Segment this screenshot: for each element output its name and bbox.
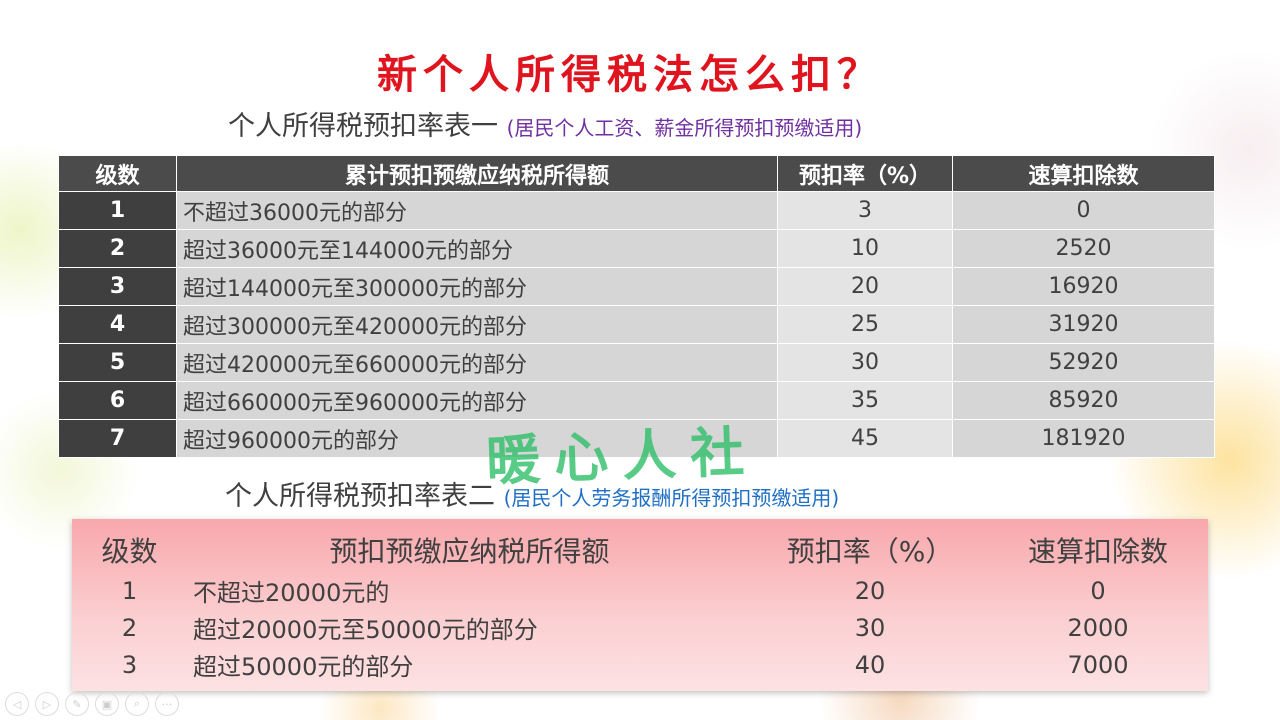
table2-heading: 个人所得税预扣率表二 (居民个人劳务报酬所得预扣预缴适用): [225, 474, 839, 513]
next-icon[interactable]: ▷: [35, 692, 59, 716]
level-cell: 1: [121, 576, 138, 605]
table-row: 2 超过20000元至50000元的部分 30 2000: [72, 609, 1208, 646]
rate-cell: 20: [777, 267, 953, 306]
quick-deduction-cell: 2520: [952, 229, 1215, 268]
quick-deduction-cell: 31920: [952, 305, 1215, 344]
table1-note: (居民个人工资、薪金所得预扣预缴适用): [506, 116, 863, 140]
level-cell: 4: [58, 305, 177, 344]
header-cell: 级数: [58, 155, 177, 192]
rate-cell: 30: [854, 613, 886, 642]
table2-title: 个人所得税预扣率表二: [225, 481, 495, 512]
header-cell: 预扣率（%）: [786, 535, 954, 568]
income-range-cell: 超过660000元至960000元的部分: [176, 381, 778, 420]
quick-deduction-cell: 181920: [952, 419, 1215, 458]
zoom-icon[interactable]: ⌕: [125, 692, 149, 716]
previous-icon[interactable]: ◁: [5, 692, 29, 716]
slide-title: 新个人所得税法怎么扣？: [377, 51, 883, 98]
more-icon[interactable]: ···: [155, 692, 179, 716]
quick-deduction-cell: 52920: [952, 343, 1215, 382]
table-row: 6 超过660000元至960000元的部分 35 85920: [58, 381, 1215, 420]
pen-icon[interactable]: ✎: [65, 692, 89, 716]
rate-cell: 40: [854, 650, 886, 679]
header-cell: 预扣率（%）: [777, 155, 953, 192]
table-row: 1 不超过20000元的 20 0: [72, 572, 1208, 609]
income-range-cell: 不超过20000元的: [193, 579, 390, 607]
quick-deduction-cell: 16920: [952, 267, 1215, 306]
quick-deduction-cell: 0: [952, 191, 1215, 230]
table-row: 3 超过144000元至300000元的部分 20 16920: [58, 267, 1215, 306]
level-cell: 3: [121, 650, 138, 679]
level-cell: 1: [58, 191, 177, 230]
table-row: 2 超过36000元至144000元的部分 10 2520: [58, 229, 1215, 268]
withholding-rate-table-1: 级数 累计预扣预缴应纳税所得额 预扣率（%） 速算扣除数 1 不超过36000元的…: [58, 155, 1215, 458]
table-header-row: 级数 预扣预缴应纳税所得额 预扣率（%） 速算扣除数: [72, 528, 1208, 572]
quick-deduction-cell: 85920: [952, 381, 1215, 420]
level-cell: 2: [58, 229, 177, 268]
table-row: 4 超过300000元至420000元的部分 25 31920: [58, 305, 1215, 344]
level-cell: 3: [58, 267, 177, 306]
quick-deduction-cell: 2000: [1067, 613, 1129, 642]
header-cell: 累计预扣预缴应纳税所得额: [176, 155, 778, 192]
rate-cell: 25: [777, 305, 953, 344]
rate-cell: 20: [854, 576, 886, 605]
income-range-cell: 超过420000元至660000元的部分: [176, 343, 778, 382]
table2-note: (居民个人劳务报酬所得预扣预缴适用): [503, 486, 840, 510]
table-row: 5 超过420000元至660000元的部分 30 52920: [58, 343, 1215, 382]
income-range-cell: 超过20000元至50000元的部分: [193, 616, 538, 644]
level-cell: 2: [121, 613, 138, 642]
income-range-cell: 超过144000元至300000元的部分: [176, 267, 778, 306]
income-range-cell: 超过960000元的部分: [176, 419, 778, 458]
slides-icon[interactable]: ▣: [95, 692, 119, 716]
header-cell: 预扣预缴应纳税所得额: [329, 535, 610, 568]
table1-heading: 个人所得税预扣率表一 (居民个人工资、薪金所得预扣预缴适用): [228, 104, 862, 143]
withholding-rate-table-2: 级数 预扣预缴应纳税所得额 预扣率（%） 速算扣除数 1 不超过20000元的 20…: [72, 528, 1208, 683]
level-cell: 5: [58, 343, 177, 382]
quick-deduction-cell: 7000: [1067, 650, 1129, 679]
income-range-cell: 超过50000元的部分: [193, 653, 414, 681]
table1-title: 个人所得税预扣率表一: [228, 111, 498, 142]
header-cell: 速算扣除数: [952, 155, 1215, 192]
table-row: 7 超过960000元的部分 45 181920: [58, 419, 1215, 458]
table-header-row: 级数 累计预扣预缴应纳税所得额 预扣率（%） 速算扣除数: [58, 155, 1215, 192]
rate-cell: 30: [777, 343, 953, 382]
rate-cell: 45: [777, 419, 953, 458]
table2-background: [72, 519, 1208, 691]
income-range-cell: 超过36000元至144000元的部分: [176, 229, 778, 268]
rate-cell: 3: [777, 191, 953, 230]
rate-cell: 10: [777, 229, 953, 268]
slideshow-controls: ◁ ▷ ✎ ▣ ⌕ ···: [5, 692, 179, 716]
income-range-cell: 超过300000元至420000元的部分: [176, 305, 778, 344]
table-row: 3 超过50000元的部分 40 7000: [72, 646, 1208, 683]
income-range-cell: 不超过36000元的部分: [176, 191, 778, 230]
header-cell: 级数: [101, 535, 158, 568]
rate-cell: 35: [777, 381, 953, 420]
level-cell: 7: [58, 419, 177, 458]
quick-deduction-cell: 0: [1090, 576, 1106, 605]
table-row: 1 不超过36000元的部分 3 0: [58, 191, 1215, 230]
header-cell: 速算扣除数: [1027, 535, 1168, 568]
level-cell: 6: [58, 381, 177, 420]
